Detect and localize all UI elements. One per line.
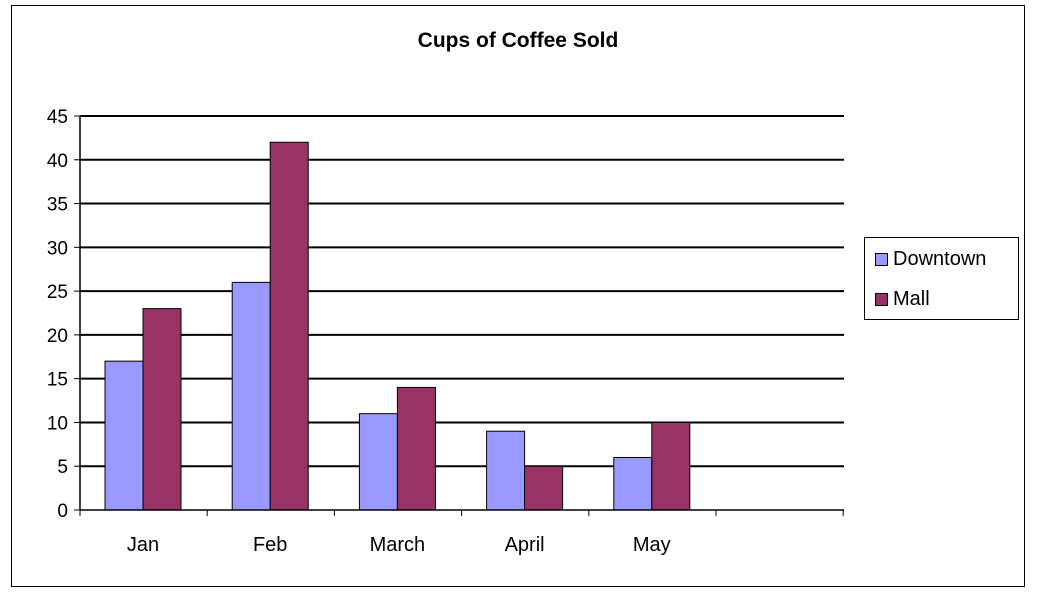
chart-title: Cups of Coffee Sold (418, 29, 619, 52)
y-tick-label: 45 (47, 107, 68, 128)
x-tick-label: May (633, 534, 671, 556)
y-tick-label: 15 (47, 370, 68, 391)
y-tick-label: 10 (47, 413, 68, 434)
legend-label-downtown: Downtown (893, 247, 987, 270)
tick-labels: 0 5 10 15 20 25 30 35 40 45 Jan Feb March April May (47, 107, 671, 556)
legend-item-downtown: Downtown (875, 247, 986, 271)
x-tick-label: Jan (127, 534, 159, 556)
bar-downtown-april (486, 430, 526, 511)
bar-mall-jan (142, 308, 182, 511)
bar-mall-march (396, 386, 436, 511)
legend-swatch-mall (875, 292, 888, 306)
bar-mall-feb (269, 141, 309, 511)
bar-downtown-may (613, 456, 653, 511)
x-tick-label: March (370, 534, 426, 556)
bar-mall-april (524, 465, 564, 511)
axes (74, 115, 844, 516)
y-tick-label: 5 (57, 457, 68, 478)
y-tick-label: 30 (47, 238, 68, 259)
legend-swatch-downtown (875, 252, 888, 266)
bars (104, 141, 691, 511)
legend-item-mall: Mall (875, 287, 930, 311)
legend-label-mall: Mall (893, 287, 930, 310)
y-tick-label: 35 (47, 195, 68, 216)
x-tick-label: Feb (253, 534, 287, 556)
y-tick-label: 40 (47, 151, 68, 172)
bar-downtown-march (358, 413, 398, 511)
y-tick-label: 25 (47, 282, 68, 303)
gridlines (80, 115, 844, 468)
x-tick-label: April (505, 534, 545, 556)
legend: Downtown Mall (864, 237, 1019, 320)
bar-downtown-jan (104, 360, 144, 511)
y-tick-label: 0 (57, 501, 68, 522)
y-tick-label: 20 (47, 326, 68, 347)
bar-downtown-feb (231, 281, 271, 511)
bar-mall-may (651, 421, 691, 511)
